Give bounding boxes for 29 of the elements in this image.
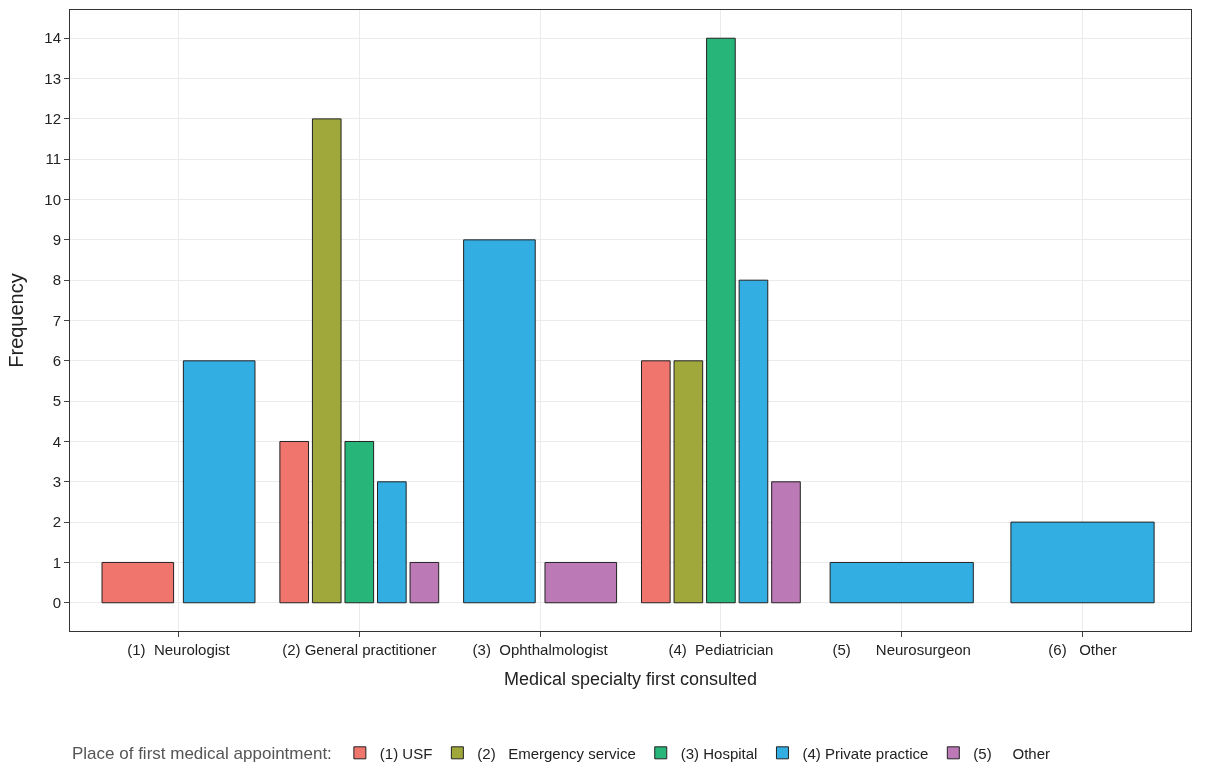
y-tick-label: 4 bbox=[52, 432, 61, 450]
legend-label: (3) Hospital bbox=[680, 744, 758, 762]
y-tick-label: 2 bbox=[52, 513, 61, 531]
legend-label: (2) Emergency service bbox=[477, 744, 636, 762]
x-tick-label: (3) Ophthalmologist bbox=[472, 641, 609, 658]
y-tick-label: 7 bbox=[52, 311, 61, 329]
x-tick-label: (4) Pediatrician bbox=[668, 641, 774, 658]
y-tick-label: 12 bbox=[44, 110, 61, 128]
y-tick-label: 5 bbox=[52, 392, 61, 410]
legend-label: (1) USF bbox=[379, 744, 433, 762]
y-tick-label: 9 bbox=[52, 231, 61, 249]
legend-label: (5) Other bbox=[973, 744, 1051, 762]
y-axis-title: Frequency bbox=[4, 273, 27, 368]
legend-label: (4) Private practice bbox=[802, 744, 929, 762]
x-tick-label: (5) Neurosurgeon bbox=[832, 641, 971, 658]
y-tick-label: 14 bbox=[44, 29, 61, 47]
y-tick-label: 6 bbox=[52, 352, 61, 370]
y-tick-label: 13 bbox=[44, 69, 61, 87]
y-tick-label: 10 bbox=[44, 190, 61, 208]
y-tick-label: 8 bbox=[52, 271, 61, 289]
legend-title: Place of first medical appointment: bbox=[72, 743, 332, 763]
x-tick-label: (6) Other bbox=[1048, 641, 1117, 658]
y-tick-label: 1 bbox=[52, 553, 61, 571]
y-tick-label: 0 bbox=[52, 594, 61, 612]
x-tick-label: (1) Neurologist bbox=[127, 641, 231, 658]
x-axis-title: Medical specialty first consulted bbox=[503, 669, 758, 690]
y-tick-label: 3 bbox=[52, 473, 61, 491]
x-tick-label: (2) General practitioner bbox=[282, 641, 437, 658]
y-tick-label: 11 bbox=[45, 150, 61, 168]
